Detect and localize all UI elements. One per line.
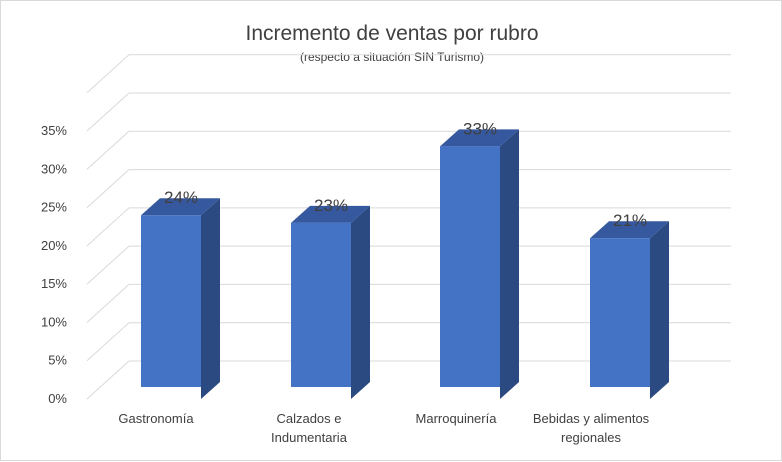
bar-side bbox=[500, 129, 519, 400]
data-label: 33% bbox=[463, 119, 497, 138]
gridline-diagonal bbox=[86, 322, 130, 362]
bar-side bbox=[351, 205, 370, 399]
gridline-diagonal bbox=[86, 245, 130, 285]
y-tick-label: 30% bbox=[41, 161, 67, 176]
bar-top bbox=[590, 221, 669, 239]
bar bbox=[590, 221, 669, 399]
gridlines bbox=[86, 54, 731, 400]
data-labels: 24% 23% 33% 21% bbox=[164, 119, 647, 230]
category-label: Gastronomía bbox=[118, 411, 194, 426]
bar-front bbox=[440, 146, 500, 387]
category-label: Marroquinería bbox=[416, 411, 498, 426]
gridline-diagonal bbox=[86, 130, 130, 170]
bar-front bbox=[291, 222, 351, 387]
y-tick-label: 10% bbox=[41, 314, 67, 329]
category-label: Calzados e Indumentaria bbox=[271, 411, 348, 445]
y-tick-label: 25% bbox=[41, 200, 67, 215]
gridline-diagonal bbox=[86, 360, 130, 400]
bar-side bbox=[201, 198, 220, 399]
gridline-diagonal bbox=[86, 284, 130, 323]
y-tick-label: 20% bbox=[41, 238, 67, 253]
bar bbox=[440, 129, 519, 400]
gridline-diagonal bbox=[86, 92, 130, 132]
bar-side bbox=[650, 221, 669, 399]
category-label: Bebidas y alimentos regionales bbox=[533, 411, 650, 445]
gridline-diagonal bbox=[86, 54, 130, 94]
bar-front bbox=[590, 238, 650, 387]
chart-title: Incremento de ventas por rubro bbox=[246, 22, 539, 45]
y-tick-label: 5% bbox=[48, 353, 67, 368]
data-label: 24% bbox=[164, 188, 198, 207]
bar-top bbox=[291, 205, 370, 223]
data-label: 23% bbox=[314, 196, 348, 215]
bar bbox=[141, 198, 220, 399]
y-tick-label: 35% bbox=[41, 123, 67, 138]
bar-top bbox=[440, 129, 519, 147]
y-tick-label: 0% bbox=[48, 391, 67, 406]
chart-subtitle: (respecto a situación SIN Turismo) bbox=[300, 50, 484, 64]
data-label: 21% bbox=[613, 211, 647, 230]
category-axis: Gastronomía Calzados e Indumentaria Marroqu… bbox=[118, 411, 649, 445]
y-tick-label: 15% bbox=[41, 276, 67, 291]
bar-front bbox=[141, 215, 201, 387]
bars bbox=[141, 129, 669, 400]
bar bbox=[291, 205, 370, 399]
gridline-diagonal bbox=[86, 169, 130, 208]
gridline-diagonal bbox=[86, 207, 130, 247]
bar-top bbox=[141, 198, 220, 216]
y-axis-ticks: 0% 5% 10% 15% 20% 25% 30% 35% bbox=[41, 123, 67, 406]
